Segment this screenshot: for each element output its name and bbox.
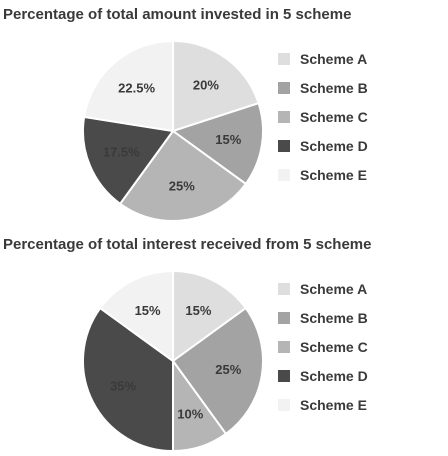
pie-slice-scheme-d (82, 306, 174, 453)
chart-title: Percentage of total amount invested in 5… (3, 6, 352, 23)
legend-swatch (278, 369, 290, 382)
legend-item-scheme-d: Scheme D (278, 131, 368, 160)
legend-swatch (278, 282, 290, 295)
pie-slice-scheme-e (98, 269, 174, 363)
pie-slice-scheme-a (172, 39, 260, 133)
slice-value-label: 25% (215, 362, 241, 377)
slice-value-label: 20% (193, 78, 219, 93)
legend: Scheme A Scheme B Scheme C Scheme D Sche… (278, 44, 368, 189)
legend-item-scheme-a: Scheme A (278, 274, 368, 303)
legend-label: Scheme E (300, 166, 367, 183)
legend-swatch (278, 139, 290, 152)
slice-value-label: 25% (169, 178, 195, 193)
legend-label: Scheme A (300, 280, 368, 297)
slice-value-label: 15% (135, 303, 161, 318)
legend-swatch (278, 110, 290, 123)
slice-value-label: 35% (110, 378, 136, 393)
legend-swatch (278, 340, 290, 353)
legend-label: Scheme A (300, 50, 368, 67)
legend-item-scheme-e: Scheme E (278, 390, 368, 419)
slice-value-label: 17.5% (103, 144, 140, 159)
legend-label: Scheme C (300, 338, 368, 355)
legend-swatch (278, 168, 290, 181)
legend-label: Scheme B (300, 309, 368, 326)
slice-value-label: 15% (215, 132, 241, 147)
chart-title: Percentage of total interest received fr… (3, 236, 372, 253)
pie-plot: 20% 15% 25% 17.5% 22.5% (82, 39, 264, 222)
legend-item-scheme-c: Scheme C (278, 102, 368, 131)
slice-value-label: 22.5% (118, 80, 155, 95)
legend-item-scheme-c: Scheme C (278, 332, 368, 361)
legend-item-scheme-e: Scheme E (278, 160, 368, 189)
legend-label: Scheme C (300, 108, 368, 125)
legend-item-scheme-d: Scheme D (278, 361, 368, 390)
legend-swatch (278, 398, 290, 411)
legend-label: Scheme D (300, 367, 368, 384)
pie-slice-scheme-c (118, 129, 248, 222)
slice-value-label: 10% (177, 406, 203, 421)
pie-slice-scheme-b (171, 306, 264, 436)
legend-item-scheme-b: Scheme B (278, 303, 368, 332)
pie-chart-invested: Percentage of total amount invested in 5… (0, 0, 448, 225)
legend-swatch (278, 81, 290, 94)
legend-swatch (278, 311, 290, 324)
legend-swatch (278, 52, 290, 65)
legend: Scheme A Scheme B Scheme C Scheme D Sche… (278, 274, 368, 419)
pie-slice-scheme-a (172, 269, 248, 363)
pie-slice-scheme-d (82, 115, 175, 206)
legend-label: Scheme B (300, 79, 368, 96)
pie-plot: 15% 25% 10% 35% 15% (82, 269, 264, 453)
pie-slice-scheme-b (170, 101, 264, 186)
legend-item-scheme-a: Scheme A (278, 44, 368, 73)
slice-value-label: 15% (185, 303, 211, 318)
pie-slice-scheme-e (82, 39, 174, 133)
legend-label: Scheme E (300, 396, 367, 413)
legend-item-scheme-b: Scheme B (278, 73, 368, 102)
pie-chart-interest: Percentage of total interest received fr… (0, 230, 448, 453)
legend-label: Scheme D (300, 137, 368, 154)
